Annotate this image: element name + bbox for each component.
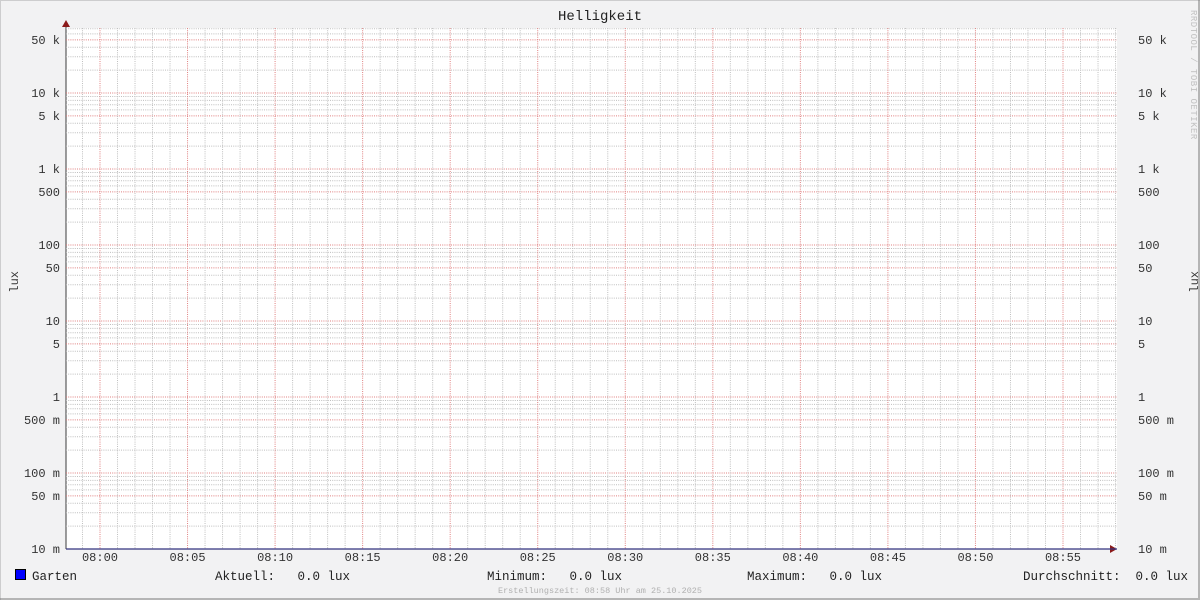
svg-text:08:15: 08:15 (345, 551, 381, 565)
svg-text:50 m: 50 m (1138, 490, 1167, 504)
svg-text:50 k: 50 k (1138, 34, 1167, 48)
svg-text:08:40: 08:40 (782, 551, 818, 565)
svg-text:50 k: 50 k (31, 34, 60, 48)
svg-text:100: 100 (38, 239, 60, 253)
svg-text:10 k: 10 k (31, 87, 60, 101)
svg-text:10 k: 10 k (1138, 87, 1167, 101)
svg-text:50: 50 (1138, 262, 1152, 276)
svg-text:1: 1 (1138, 391, 1145, 405)
svg-text:100 m: 100 m (1138, 467, 1174, 481)
svg-text:08:00: 08:00 (82, 551, 118, 565)
svg-text:5 k: 5 k (38, 110, 60, 124)
svg-text:100: 100 (1138, 239, 1160, 253)
svg-text:1: 1 (53, 391, 60, 405)
svg-text:1 k: 1 k (38, 163, 60, 177)
svg-text:500: 500 (1138, 186, 1160, 200)
svg-text:1 k: 1 k (1138, 163, 1160, 177)
svg-text:08:25: 08:25 (520, 551, 556, 565)
svg-text:5: 5 (1138, 338, 1145, 352)
svg-text:10 m: 10 m (31, 543, 60, 557)
svg-text:100 m: 100 m (24, 467, 60, 481)
svg-text:10: 10 (1138, 315, 1152, 329)
svg-text:500 m: 500 m (1138, 414, 1174, 428)
svg-text:10: 10 (46, 315, 60, 329)
svg-text:08:20: 08:20 (432, 551, 468, 565)
svg-text:08:45: 08:45 (870, 551, 906, 565)
svg-text:5 k: 5 k (1138, 110, 1160, 124)
svg-text:08:05: 08:05 (170, 551, 206, 565)
svg-text:50 m: 50 m (31, 490, 60, 504)
svg-text:08:55: 08:55 (1045, 551, 1081, 565)
svg-text:500 m: 500 m (24, 414, 60, 428)
svg-text:08:10: 08:10 (257, 551, 293, 565)
svg-text:50: 50 (46, 262, 60, 276)
svg-text:10 m: 10 m (1138, 543, 1167, 557)
svg-text:08:35: 08:35 (695, 551, 731, 565)
svg-text:5: 5 (53, 338, 60, 352)
svg-text:500: 500 (38, 186, 60, 200)
svg-text:08:50: 08:50 (957, 551, 993, 565)
svg-text:08:30: 08:30 (607, 551, 643, 565)
